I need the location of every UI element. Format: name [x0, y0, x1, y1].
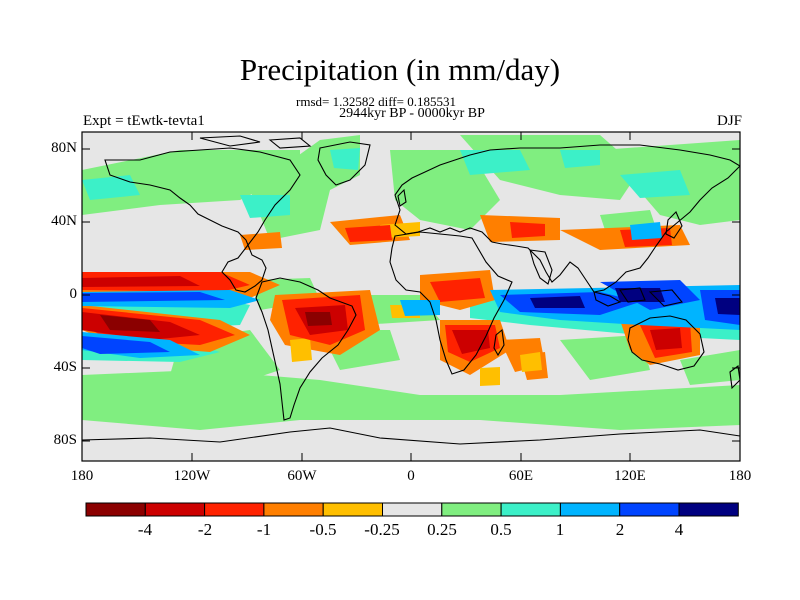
x-tick-label: 0: [407, 468, 415, 484]
colorbar-swatch: [441, 502, 502, 517]
y-tick-label: 40N: [51, 213, 77, 229]
colorbar-swatch: [144, 502, 206, 517]
colorbar-label: -0.5: [309, 520, 337, 539]
colorbar-label: 4: [674, 520, 684, 539]
colorbar-swatch: [678, 502, 739, 517]
season-label: DJF: [716, 113, 742, 129]
period-label: 2944kyr BP - 0000kyr BP: [339, 106, 485, 121]
colorbar-swatch: [500, 502, 561, 517]
map-field: [82, 132, 740, 461]
x-tick-label: 60E: [508, 468, 534, 484]
colorbar-label: 1: [555, 520, 565, 539]
colorbar-label: -1: [256, 520, 272, 539]
y-tick-label: 40S: [53, 359, 77, 375]
colorbar-swatch: [204, 502, 265, 517]
y-tick-label: 0: [69, 286, 78, 302]
colorbar-swatch: [322, 502, 384, 517]
colorbar-label: -2: [197, 520, 213, 539]
colorbar-label: 0.25: [427, 520, 457, 539]
colorbar-label: -0.25: [364, 520, 400, 539]
colorbar-label: 0.5: [490, 520, 512, 539]
colorbar-swatch: [263, 502, 324, 517]
y-tick-label: 80N: [51, 140, 77, 156]
x-tick-label: 120W: [173, 468, 211, 484]
x-tick-label: 60W: [287, 468, 317, 484]
stats-line: rmsd= 1.32582 diff= 0.185531: [296, 94, 456, 109]
colorbar-swatch: [619, 502, 680, 517]
colorbar: [85, 502, 739, 517]
colorbar-swatch: [85, 502, 146, 517]
x-tick-label: 120E: [614, 468, 646, 484]
colorbar-swatch: [559, 502, 621, 517]
colorbar-label: -4: [137, 520, 153, 539]
y-tick-label: 80S: [53, 432, 77, 448]
colorbar-label: 2: [615, 520, 625, 539]
colorbar-swatch: [382, 502, 443, 517]
coastlines: [82, 135, 740, 445]
experiment-label: Expt = tEwtk-tevta1: [83, 113, 205, 129]
x-tick-label: 180: [70, 468, 94, 484]
x-tick-label: 180: [728, 468, 752, 484]
plot-title: Precipitation (in mm/day): [239, 52, 561, 87]
